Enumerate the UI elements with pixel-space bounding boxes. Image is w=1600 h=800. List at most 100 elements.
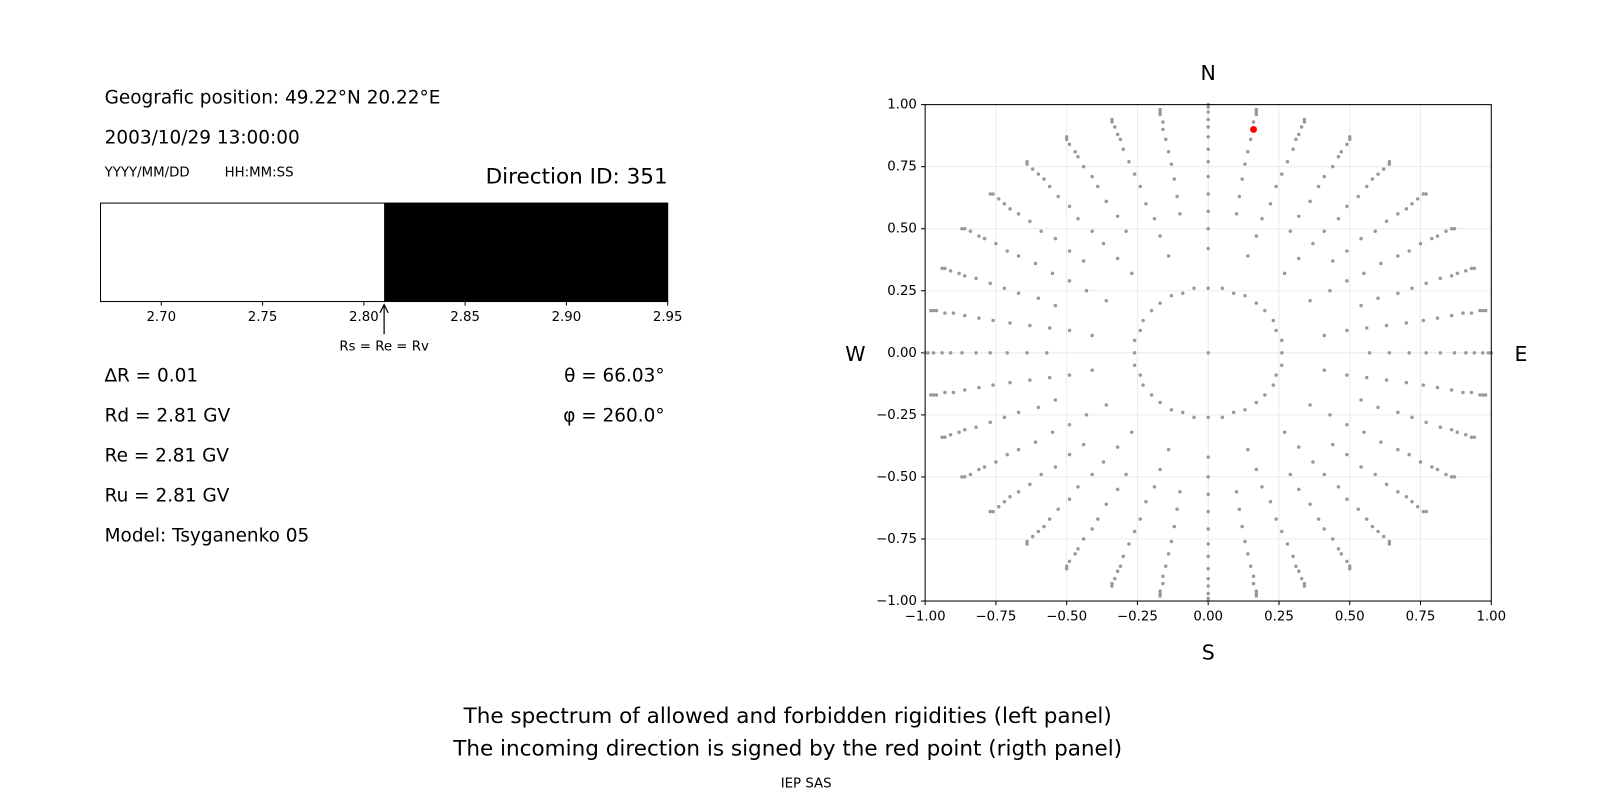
direction-point: [1141, 318, 1145, 323]
direction-point: [1336, 154, 1341, 159]
direction-point: [1231, 291, 1236, 295]
direction-point: [1144, 500, 1148, 504]
x-tick-label: 2.95: [653, 310, 683, 325]
direction-point: [1356, 194, 1360, 199]
direction-point: [1345, 279, 1349, 283]
direction-point: [1081, 537, 1086, 541]
direction-point: [1444, 229, 1448, 233]
x-tick-label: 2.75: [248, 310, 278, 325]
direction-point: [1481, 351, 1485, 355]
direction-point: [1050, 271, 1055, 276]
direction-point: [1297, 256, 1301, 261]
y-tick-label: 0.00: [887, 346, 917, 361]
x-tick-label: 2.70: [146, 310, 176, 325]
direction-point: [1316, 184, 1321, 189]
direction-point: [1461, 390, 1465, 395]
direction-point: [1206, 135, 1210, 139]
direction-point: [1449, 226, 1454, 231]
x-tick-label: 0.25: [1264, 609, 1294, 624]
direction-point: [1025, 542, 1029, 546]
direction-point: [960, 475, 964, 479]
direction-point: [1348, 135, 1352, 139]
direction-point: [1424, 351, 1428, 355]
direction-point: [994, 460, 998, 464]
direction-point: [1243, 293, 1247, 298]
direction-point: [1430, 465, 1434, 469]
direction-point: [1115, 214, 1120, 219]
direction-point: [1359, 236, 1363, 241]
x-tick-label: 0.75: [1406, 609, 1436, 624]
direction-point: [1438, 425, 1443, 430]
direction-point: [1206, 192, 1210, 196]
direction-point: [1294, 564, 1298, 569]
direction-point: [1348, 567, 1352, 571]
direction-point: [1246, 150, 1250, 154]
x-tick-label: 2.80: [349, 310, 379, 325]
direction-point: [1449, 475, 1454, 479]
direction-point: [1421, 192, 1426, 196]
direction-point: [1132, 338, 1137, 343]
direction-point: [1364, 375, 1369, 380]
direction-point: [1387, 539, 1392, 544]
param-text: Model: Tsyganenko 05: [105, 525, 310, 546]
direction-point: [1345, 497, 1349, 502]
direction-point: [996, 504, 1001, 509]
direction-point: [1274, 373, 1278, 377]
direction-point: [943, 266, 947, 271]
direction-point: [1016, 212, 1021, 216]
direction-point: [1449, 313, 1454, 318]
x-tick-label: 2.90: [552, 310, 582, 325]
direction-point: [1132, 351, 1137, 355]
direction-point: [1231, 410, 1236, 415]
direction-point: [1206, 105, 1210, 109]
direction-point: [951, 311, 956, 315]
direction-point: [1206, 591, 1210, 596]
direction-point: [1438, 351, 1443, 355]
direction-point: [1387, 162, 1392, 166]
direction-point: [1404, 321, 1409, 325]
direction-point: [1248, 564, 1253, 569]
direction-point: [1118, 137, 1123, 142]
time-format: HH:MM:SS: [225, 165, 294, 180]
direction-point: [957, 271, 961, 276]
direction-point: [1243, 539, 1247, 544]
direction-point: [1067, 497, 1072, 502]
direction-point: [1237, 507, 1242, 511]
direction-point: [1115, 569, 1120, 573]
direction-point: [1110, 117, 1114, 122]
direction-point: [1240, 524, 1244, 529]
direction-point: [963, 388, 967, 392]
direction-point: [1028, 323, 1032, 328]
plot-frame: [924, 104, 1492, 602]
direction-point: [1047, 375, 1052, 380]
direction-point: [1299, 576, 1304, 581]
direction-point: [1384, 219, 1389, 224]
direction-point: [1367, 351, 1372, 355]
direction-point: [1449, 428, 1454, 432]
y-tick-label: −0.25: [876, 408, 917, 423]
direction-point: [1206, 174, 1210, 179]
direction-point: [974, 425, 978, 430]
direction-point: [1356, 507, 1360, 511]
direction-point: [931, 393, 936, 397]
direction-point: [1316, 517, 1321, 521]
direction-point: [1481, 308, 1485, 313]
direction-point: [1243, 408, 1247, 412]
direction-point: [1294, 137, 1298, 142]
direction-point: [1299, 125, 1304, 129]
direction-point: [1220, 415, 1225, 420]
direction-point: [1206, 527, 1210, 531]
direction-point: [1376, 405, 1380, 410]
direction-point: [1127, 159, 1131, 164]
direction-point: [1206, 147, 1210, 152]
direction-point: [1396, 447, 1400, 452]
direction-point: [1387, 351, 1392, 355]
direction-point: [1322, 333, 1327, 338]
direction-point: [1002, 202, 1007, 206]
direction-point: [1158, 110, 1162, 114]
direction-point: [1322, 368, 1327, 372]
direction-point: [1478, 393, 1482, 397]
direction-point: [1115, 256, 1120, 261]
direction-point: [1345, 373, 1349, 377]
direction-point: [1175, 194, 1179, 199]
